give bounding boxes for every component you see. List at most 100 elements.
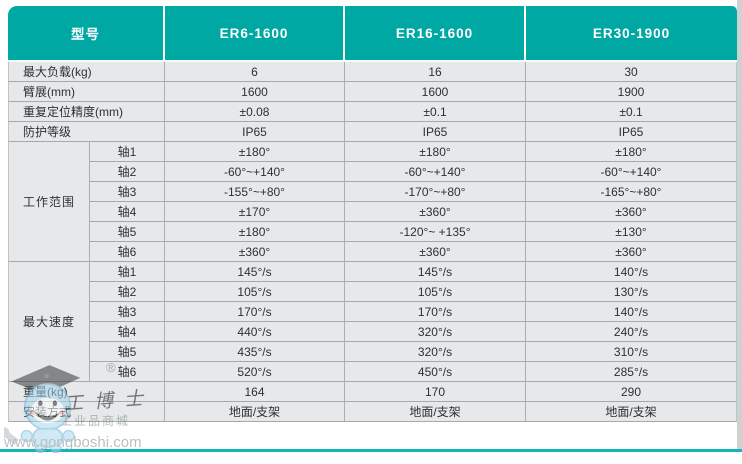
- spec-value: ±0.1: [526, 102, 737, 122]
- spec-value: -60°~+140°: [345, 162, 526, 182]
- spec-value: 30: [526, 62, 737, 82]
- spec-value: ±360°: [345, 202, 526, 222]
- axis-label: 轴2: [90, 162, 165, 182]
- spec-value: 地面/支架: [526, 402, 737, 422]
- spec-value: -60°~+140°: [526, 162, 737, 182]
- spec-value: IP65: [526, 122, 737, 142]
- axis-label: 轴4: [90, 322, 165, 342]
- robot-spec-table: 型号 ER6-1600 ER16-1600 ER30-1900 最大负载(kg)…: [8, 6, 737, 422]
- spec-value: 地面/支架: [345, 402, 526, 422]
- spec-value: 145°/s: [165, 262, 345, 282]
- header-row: 型号 ER6-1600 ER16-1600 ER30-1900: [8, 6, 737, 62]
- spec-value: 285°/s: [526, 362, 737, 382]
- spec-value: 310°/s: [526, 342, 737, 362]
- spec-value: 164: [165, 382, 345, 402]
- spec-value: 1600: [345, 82, 526, 102]
- axis-label: 轴4: [90, 202, 165, 222]
- spec-value: ±0.08: [165, 102, 345, 122]
- axis-label: 轴3: [90, 182, 165, 202]
- spec-value: 320°/s: [345, 322, 526, 342]
- spec-value: 170°/s: [345, 302, 526, 322]
- group-label-max-speed: 最大速度: [8, 262, 90, 382]
- axis-label: 轴5: [90, 222, 165, 242]
- axis-label: 轴1: [90, 262, 165, 282]
- spec-value: ±360°: [526, 242, 737, 262]
- spec-value: -170°~+80°: [345, 182, 526, 202]
- bottom-accent-line: [0, 449, 742, 452]
- model-header-er6: ER6-1600: [165, 6, 345, 62]
- spec-value: ±0.1: [345, 102, 526, 122]
- spec-value: -155°~+80°: [165, 182, 345, 202]
- table-row-workrange-axis5: 轴5 ±180° -120°~ +135° ±130°: [8, 222, 737, 242]
- spec-value: 105°/s: [345, 282, 526, 302]
- row-label: 重复定位精度(mm): [8, 102, 165, 122]
- table-row-maxspeed-axis4: 轴4 440°/s 320°/s 240°/s: [8, 322, 737, 342]
- spec-value: ±180°: [165, 142, 345, 162]
- table-row-repeatability: 重复定位精度(mm) ±0.08 ±0.1 ±0.1: [8, 102, 737, 122]
- spec-value: 地面/支架: [165, 402, 345, 422]
- spec-value: 140°/s: [526, 262, 737, 282]
- table-row-maxspeed-axis1: 最大速度 轴1 145°/s 145°/s 140°/s: [8, 262, 737, 382]
- table-row-workrange-axis6: 轴6 ±360° ±360° ±360°: [8, 242, 737, 262]
- model-header-label: 型号: [8, 6, 165, 62]
- spec-value: 440°/s: [165, 322, 345, 342]
- axis-label: 轴6: [90, 242, 165, 262]
- axis-label: 轴1: [90, 142, 165, 162]
- row-label: 臂展(mm): [8, 82, 165, 102]
- table-row-reach: 臂展(mm) 1600 1600 1900: [8, 82, 737, 102]
- row-label: 防护等级: [8, 122, 165, 142]
- table-row-mounting: 安装方式 地面/支架 地面/支架 地面/支架: [8, 402, 737, 422]
- table-row-maxspeed-axis5: 轴5 435°/s 320°/s 310°/s: [8, 342, 737, 362]
- spec-value: 435°/s: [165, 342, 345, 362]
- table-row-workrange-axis2: 轴2 -60°~+140° -60°~+140° -60°~+140°: [8, 162, 737, 182]
- axis-label: 轴6: [90, 362, 165, 382]
- spec-value: ±360°: [165, 242, 345, 262]
- row-label: 安装方式: [8, 402, 165, 422]
- spec-value: IP65: [165, 122, 345, 142]
- spec-value: 320°/s: [345, 342, 526, 362]
- spec-value: -120°~ +135°: [345, 222, 526, 242]
- spec-value: 6: [165, 62, 345, 82]
- table-row-payload: 最大负载(kg) 6 16 30: [8, 62, 737, 82]
- table-row-workrange-axis4: 轴4 ±170° ±360° ±360°: [8, 202, 737, 222]
- spec-value: 145°/s: [345, 262, 526, 282]
- spec-value: ±180°: [345, 142, 526, 162]
- spec-value: 1900: [526, 82, 737, 102]
- spec-value: ±180°: [526, 142, 737, 162]
- axis-label: 轴3: [90, 302, 165, 322]
- table-row-maxspeed-axis6: 轴6 520°/s 450°/s 285°/s: [8, 362, 737, 382]
- spec-value: ±360°: [526, 202, 737, 222]
- group-label-work-range: 工作范围: [8, 142, 90, 262]
- spec-value: 140°/s: [526, 302, 737, 322]
- spec-value: 170: [345, 382, 526, 402]
- table-row-weight: 重量(kg) 164 170 290: [8, 382, 737, 402]
- axis-label: 轴5: [90, 342, 165, 362]
- spec-value: 170°/s: [165, 302, 345, 322]
- table-row-maxspeed-axis2: 轴2 105°/s 105°/s 130°/s: [8, 282, 737, 302]
- spec-value: IP65: [345, 122, 526, 142]
- spec-value: ±130°: [526, 222, 737, 242]
- axis-label: 轴2: [90, 282, 165, 302]
- spec-value: ±360°: [345, 242, 526, 262]
- spec-value: -60°~+140°: [165, 162, 345, 182]
- spec-value: 450°/s: [345, 362, 526, 382]
- model-header-er30: ER30-1900: [526, 6, 737, 62]
- spec-value: 105°/s: [165, 282, 345, 302]
- spec-value: 130°/s: [526, 282, 737, 302]
- spec-value: ±170°: [165, 202, 345, 222]
- spec-value: 290: [526, 382, 737, 402]
- row-label: 最大负载(kg): [8, 62, 165, 82]
- table-row-maxspeed-axis3: 轴3 170°/s 170°/s 140°/s: [8, 302, 737, 322]
- table-row-workrange-axis1: 工作范围 轴1 ±180° ±180° ±180°: [8, 142, 737, 262]
- row-label: 重量(kg): [8, 382, 165, 402]
- right-edge-strip: [737, 0, 742, 449]
- spec-value: ±180°: [165, 222, 345, 242]
- spec-value: 16: [345, 62, 526, 82]
- spec-value: 1600: [165, 82, 345, 102]
- table-row-workrange-axis3: 轴3 -155°~+80° -170°~+80° -165°~+80°: [8, 182, 737, 202]
- spec-value: -165°~+80°: [526, 182, 737, 202]
- model-header-er16: ER16-1600: [345, 6, 526, 62]
- spec-value: 520°/s: [165, 362, 345, 382]
- spec-value: 240°/s: [526, 322, 737, 342]
